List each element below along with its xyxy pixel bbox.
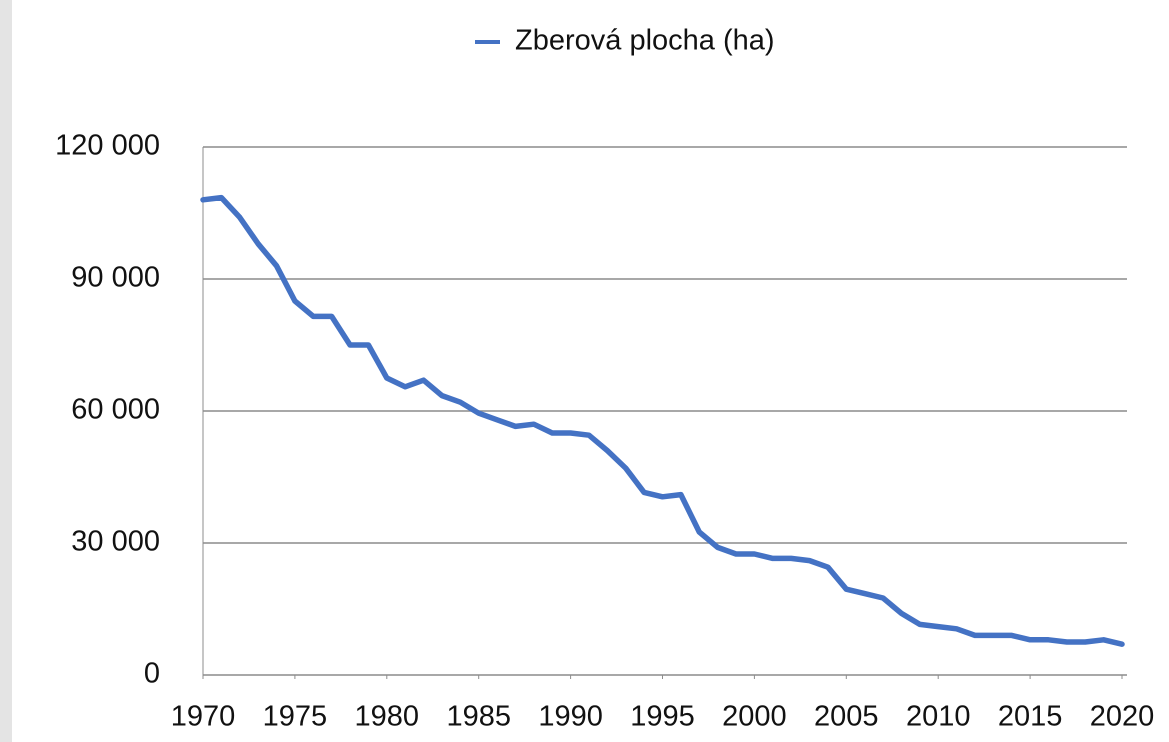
x-tick-label: 1990 <box>538 701 603 733</box>
x-tick-label: 1995 <box>630 701 695 733</box>
y-tick-label: 90 000 <box>71 262 160 294</box>
x-tick-label: 1975 <box>263 701 328 733</box>
y-tick-label: 30 000 <box>71 526 160 558</box>
x-tick-label: 1980 <box>355 701 420 733</box>
legend-label: Zberová plocha (ha) <box>515 25 775 57</box>
x-tick-label: 2015 <box>998 701 1063 733</box>
side-strip <box>0 0 12 742</box>
x-tick-label: 2000 <box>722 701 787 733</box>
y-tick-label: 0 <box>144 658 160 690</box>
y-tick-label: 120 000 <box>55 130 160 162</box>
x-tick-label: 2005 <box>814 701 879 733</box>
data-line <box>200 194 1125 647</box>
x-tick-label: 2020 <box>1090 701 1155 733</box>
x-tick-label: 1970 <box>171 701 236 733</box>
y-tick-label: 60 000 <box>71 394 160 426</box>
x-tick-label: 1985 <box>446 701 511 733</box>
x-tick-label: 2010 <box>906 701 971 733</box>
